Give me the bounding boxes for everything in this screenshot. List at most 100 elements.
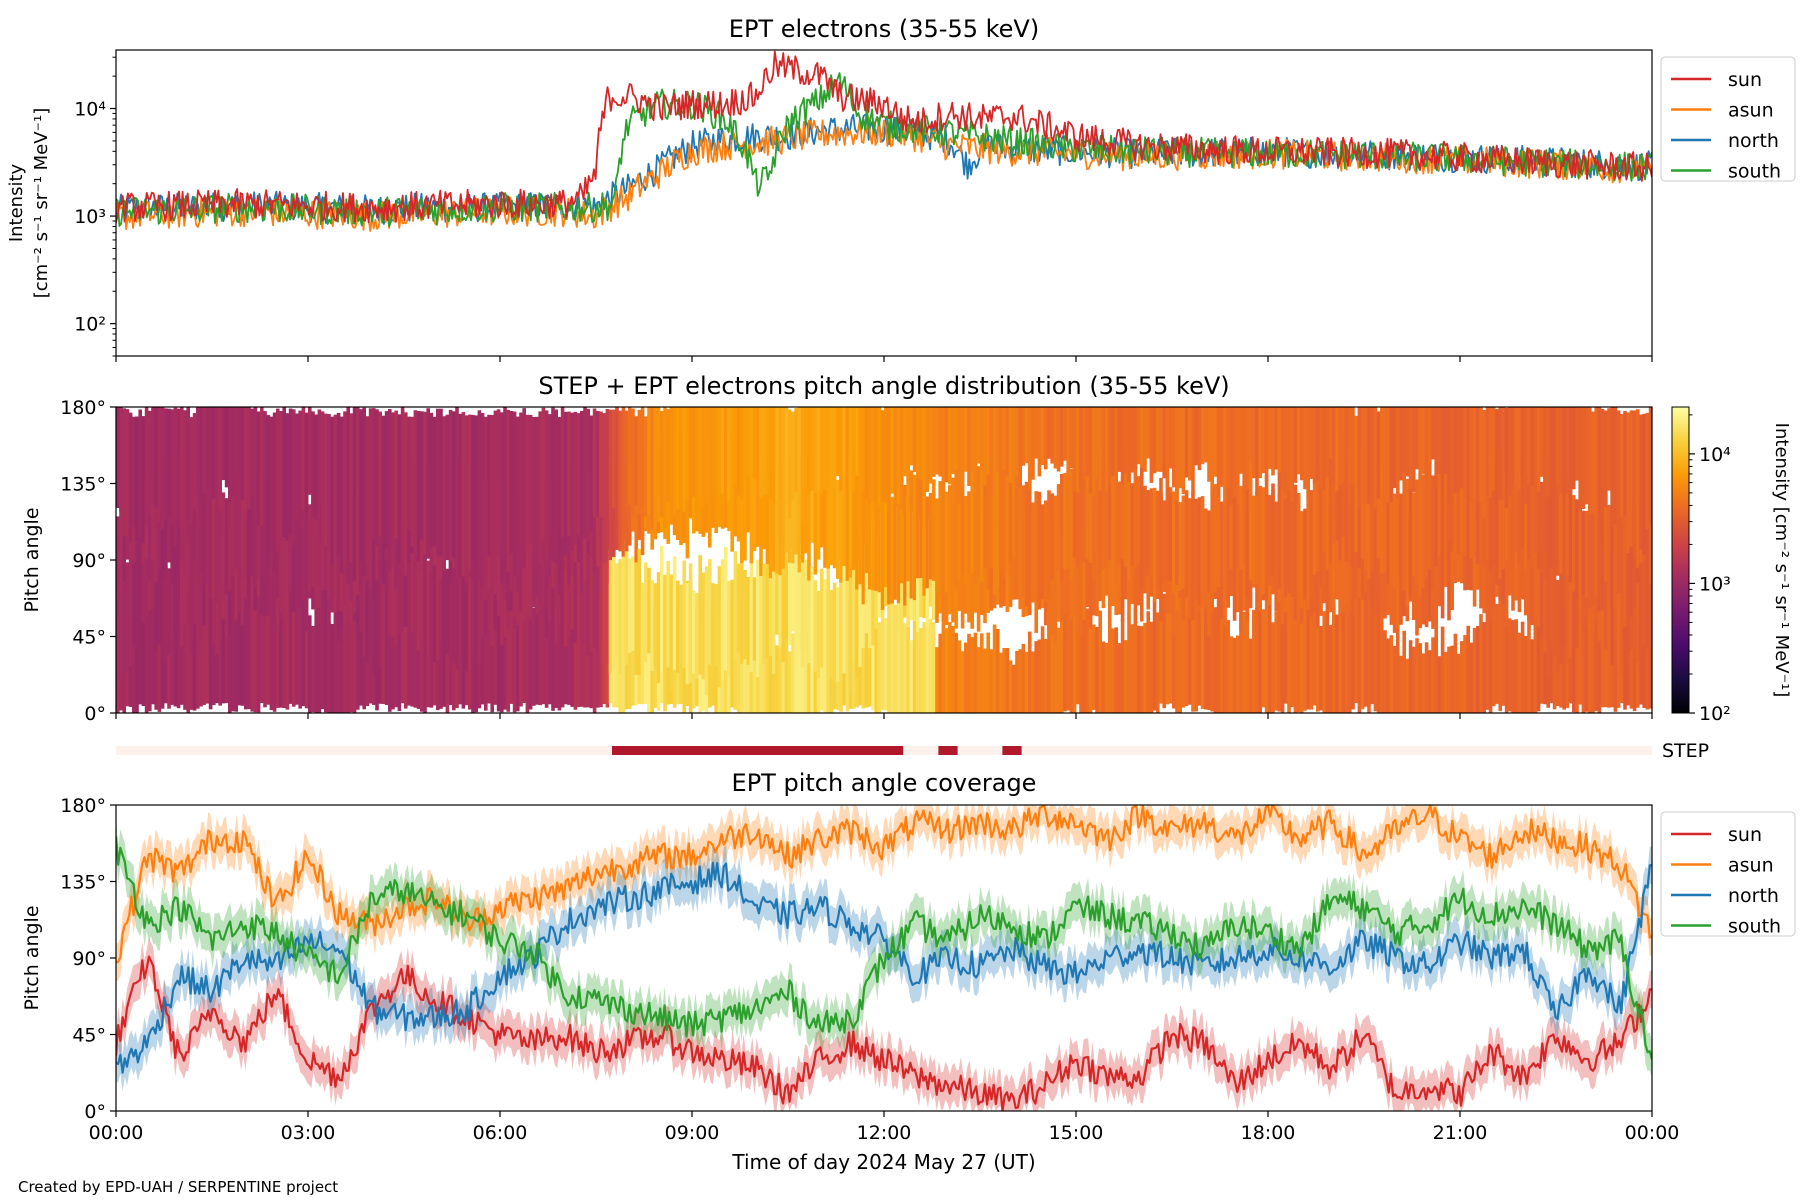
- heatmap-cell: [509, 584, 514, 704]
- heatmap-cell: [279, 560, 283, 708]
- heatmap-cell: [957, 477, 962, 581]
- coverage-y-label: Pitch angle: [21, 905, 43, 1010]
- heatmap-cell: [352, 407, 357, 581]
- heatmap-cell: [1325, 598, 1330, 713]
- heatmap-cell: [413, 538, 418, 626]
- heatmap-cell: [973, 632, 978, 713]
- heatmap-cell: [1261, 487, 1266, 595]
- step-label: STEP: [1662, 740, 1709, 762]
- heatmap-cell: [413, 410, 418, 555]
- heatmap-cell: [596, 411, 600, 517]
- heatmap-cell: [1370, 586, 1374, 704]
- heatmap-cell: [394, 410, 398, 539]
- heatmap-cell: [583, 407, 587, 539]
- heatmap-cell: [525, 414, 530, 546]
- heatmap-cell: [1364, 447, 1368, 570]
- heatmap-cell: [660, 545, 664, 672]
- heatmap-cell: [1450, 407, 1454, 484]
- heatmap-cell: [778, 467, 782, 576]
- heatmap-cell: [644, 416, 648, 517]
- colorbar-tick-label: 10³: [1699, 573, 1731, 595]
- heatmap-cell: [541, 596, 546, 705]
- heatmap-cell: [880, 597, 885, 710]
- heatmap-cell: [701, 407, 706, 509]
- heatmap-cell: [1024, 651, 1029, 713]
- heatmap-cell: [1440, 462, 1445, 580]
- heatmap-cell: [916, 407, 920, 479]
- legend-frame: [1660, 811, 1796, 937]
- heatmap-cell: [1591, 507, 1595, 606]
- heatmap-cell: [1565, 486, 1570, 576]
- heatmap-cell: [1213, 484, 1218, 592]
- heatmap-cell: [1517, 407, 1522, 490]
- colorbar-gradient: [1671, 406, 1690, 714]
- heatmap-cell: [1277, 469, 1282, 590]
- heatmap-cell: [1002, 467, 1006, 579]
- heatmap-cell: [528, 600, 533, 710]
- colorbar-ticks: 10² 10³ 10⁴: [1689, 414, 1731, 725]
- heatmap-cell: [1405, 658, 1410, 713]
- heatmap-cell: [871, 494, 875, 591]
- heatmap-cell: [861, 407, 866, 491]
- heatmap-cell: [1076, 527, 1080, 627]
- heatmap-cell: [1101, 475, 1106, 570]
- heatmap-cell: [1258, 485, 1262, 591]
- heatmap-cell: [567, 411, 571, 536]
- heatmap-cell: [192, 471, 197, 561]
- heatmap-cell: [560, 407, 565, 537]
- heatmap-cell: [1088, 613, 1093, 713]
- heatmap-cell: [720, 559, 725, 681]
- heatmap-cell: [909, 407, 914, 466]
- heatmap-cell: [1082, 522, 1086, 620]
- heatmap-cell: [964, 495, 968, 584]
- heatmap-cell: [778, 536, 782, 648]
- heatmap-cell: [368, 408, 373, 561]
- heatmap-cell: [356, 407, 360, 595]
- heatmap-cell: [1159, 477, 1163, 580]
- heatmap-cell: [1405, 407, 1410, 477]
- heatmap-cell: [906, 626, 910, 713]
- heatmap-cell: [308, 615, 312, 713]
- heatmap-cell: [394, 533, 398, 647]
- heatmap-cell: [455, 407, 459, 569]
- heatmap-cell: [778, 629, 782, 713]
- heatmap-cell: [1149, 407, 1154, 483]
- heatmap-cell: [768, 568, 773, 657]
- heatmap-cell: [1584, 510, 1589, 598]
- heatmap-cell: [980, 461, 984, 583]
- heatmap-cell: [1335, 457, 1339, 541]
- heatmap-cell: [711, 407, 715, 499]
- heatmap-cell: [1530, 639, 1534, 713]
- heatmap-cell: [800, 407, 805, 522]
- heatmap-cell: [992, 407, 997, 473]
- heatmap-cell: [173, 407, 178, 518]
- heatmap-cell: [138, 409, 142, 538]
- heatmap-cell: [199, 480, 203, 572]
- heatmap-cell: [404, 526, 408, 627]
- heatmap-cell: [570, 542, 574, 630]
- heatmap-cell: [202, 407, 206, 493]
- heatmap-cell: [1325, 467, 1330, 570]
- heatmap-cell: [276, 563, 280, 708]
- heatmap-cell: [1264, 596, 1269, 713]
- heatmap-cell: [1152, 600, 1157, 711]
- heatmap-cell: [1216, 612, 1221, 713]
- heatmap-cell: [471, 414, 475, 561]
- heatmap-cell: [1277, 590, 1282, 712]
- heatmap-cell: [320, 411, 325, 544]
- heatmap-cell: [1338, 511, 1342, 633]
- heatmap-cell: [800, 542, 805, 668]
- heatmap-cell: [1274, 612, 1278, 711]
- heatmap-cell: [340, 416, 344, 574]
- heatmap-cell: [122, 580, 126, 683]
- heatmap-cell: [1309, 490, 1314, 595]
- heatmap-cell: [784, 628, 789, 713]
- heatmap-cell: [240, 587, 245, 706]
- heatmap-cell: [986, 632, 990, 713]
- heatmap-cell: [461, 560, 466, 656]
- heatmap-cell: [288, 488, 293, 592]
- heatmap-cell: [1620, 504, 1624, 594]
- heatmap-cell: [1002, 648, 1006, 713]
- heatmap-cell: [989, 526, 994, 611]
- heatmap-cell: [1364, 575, 1368, 707]
